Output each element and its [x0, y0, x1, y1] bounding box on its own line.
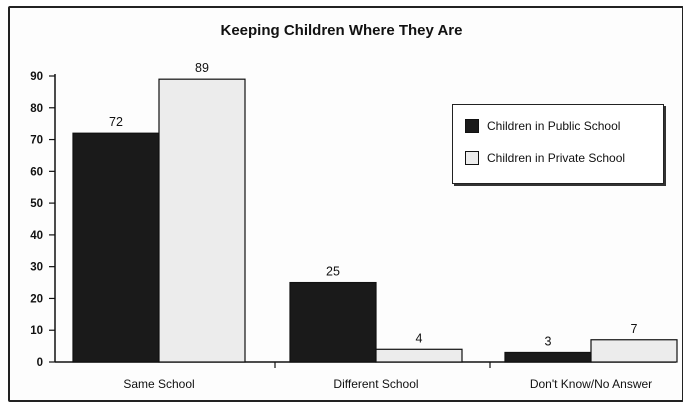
- y-tick-label: 40: [30, 230, 43, 242]
- y-tick-label: 70: [30, 135, 43, 147]
- category-label: Same School: [123, 377, 194, 391]
- y-tick-label: 10: [30, 325, 43, 337]
- category-label: Don't Know/No Answer: [530, 377, 652, 391]
- data-label: 89: [195, 61, 209, 75]
- bar-public: [72, 132, 160, 363]
- data-label: 3: [545, 334, 552, 348]
- legend-swatch-private: [465, 151, 479, 165]
- data-label: 7: [631, 322, 638, 336]
- chart-title: Keeping Children Where They Are: [220, 22, 463, 39]
- legend: Children in Public School Children in Pr…: [452, 104, 664, 184]
- data-label: 25: [326, 265, 340, 279]
- legend-label-private: Children in Private School: [487, 151, 626, 165]
- legend-item-public: Children in Public School: [465, 119, 620, 133]
- data-label: 72: [109, 115, 123, 129]
- y-tick-label: 50: [30, 198, 43, 210]
- bar-private: [590, 339, 678, 363]
- bar-private: [375, 348, 463, 363]
- category-label: Different School: [333, 377, 418, 391]
- legend-item-private: Children in Private School: [465, 151, 625, 165]
- bar-private: [158, 78, 246, 363]
- data-label: 4: [416, 331, 423, 345]
- y-tick-label: 0: [37, 357, 43, 369]
- y-tick-label: 20: [30, 293, 43, 305]
- y-tick-label: 60: [30, 166, 43, 178]
- y-tick-label: 90: [30, 71, 43, 83]
- legend-swatch-public: [465, 119, 479, 133]
- bar-public: [504, 351, 592, 363]
- y-tick-label: 30: [30, 262, 43, 274]
- legend-label-public: Children in Public School: [487, 119, 621, 133]
- y-tick-label: 80: [30, 103, 43, 115]
- bar-public: [289, 281, 377, 363]
